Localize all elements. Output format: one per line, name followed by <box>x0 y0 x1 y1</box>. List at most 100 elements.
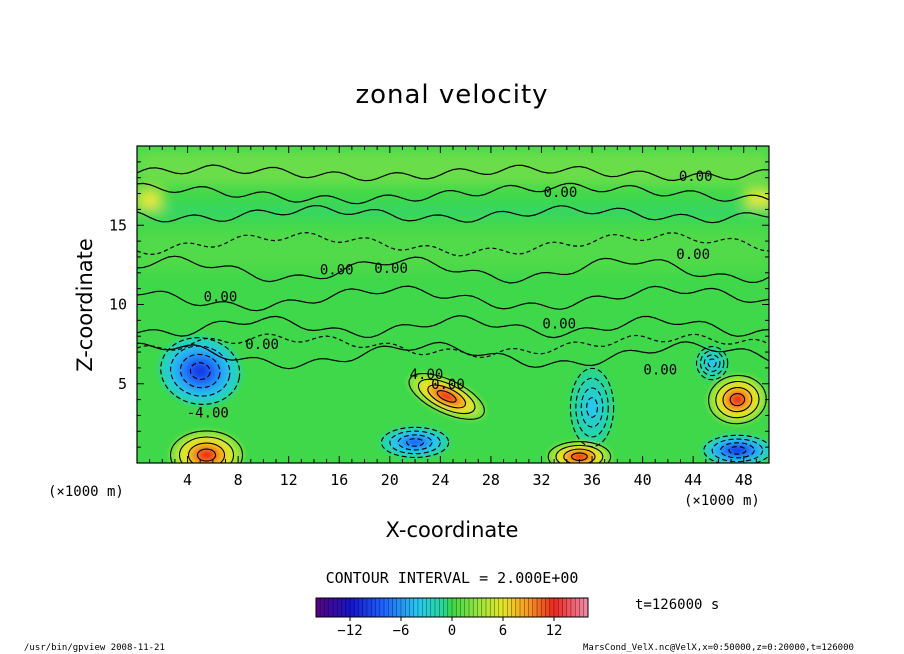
contour-line <box>703 354 721 372</box>
contour-value-label: 0.00 <box>431 377 465 393</box>
colorbar-cell <box>409 598 415 617</box>
colorbar-cell <box>375 598 381 617</box>
contour-line <box>729 393 746 407</box>
zero-contour-line <box>137 164 769 182</box>
colorbar-cell <box>396 598 402 617</box>
colorbar-cell <box>532 598 538 617</box>
contour-line <box>695 346 729 381</box>
time-label: t=126000 s <box>635 597 719 613</box>
x-axis: 4 8 12 16 20 24 28 32 36 40 44 48 <box>149 146 757 489</box>
colorbar-cell <box>566 598 572 617</box>
colorbar-cell <box>413 598 419 617</box>
colorbar-cell <box>579 598 585 617</box>
contour-line <box>708 374 767 425</box>
contour-line <box>189 362 211 380</box>
colorbar-cell <box>316 598 321 617</box>
colorbar-tick-label: −6 <box>393 623 410 639</box>
colorbar-cell <box>354 598 359 617</box>
contour-line <box>728 446 747 455</box>
x-unit-left: (×1000 m) <box>48 484 124 500</box>
colorbar-cell <box>362 598 368 617</box>
colorbar-cell <box>481 598 487 617</box>
contour-line <box>547 441 612 463</box>
x-tick-label: 48 <box>735 471 753 489</box>
colorbar-cell <box>524 598 529 617</box>
colorbar-cell <box>320 598 325 617</box>
contour-line <box>563 448 596 463</box>
colorbar-cell <box>541 598 546 617</box>
colorbar-cell <box>418 598 423 617</box>
colorbar-cell <box>486 598 491 617</box>
x-tick-label: 32 <box>532 471 550 489</box>
colorbar-cell <box>367 598 372 617</box>
x-tick-label: 12 <box>280 471 298 489</box>
contour-line <box>575 377 609 438</box>
x-tick-label: 16 <box>330 471 348 489</box>
contour-line <box>417 378 476 415</box>
colorbar <box>315 597 589 618</box>
x-tick-label: 24 <box>431 471 449 489</box>
colorbar-cell <box>456 598 461 617</box>
y-tick-label: 15 <box>109 216 127 234</box>
negative-velocity-cell <box>588 400 596 415</box>
zero-contour-line <box>137 255 769 284</box>
colorbar-cell <box>447 598 453 617</box>
colorbar-cell <box>583 598 589 617</box>
contour-value-label: 0.00 <box>245 337 279 353</box>
colorbar-cell <box>515 598 521 617</box>
colorbar-cell <box>392 598 398 617</box>
plot-area <box>137 146 769 463</box>
colorbar-cell <box>443 598 449 617</box>
zero-contour-line <box>137 182 769 205</box>
colorbar-tick-label: 6 <box>499 623 507 639</box>
contour-line <box>187 442 226 463</box>
contour-value-label: 0.00 <box>542 317 576 333</box>
contour-line <box>707 358 717 368</box>
colorbar-cell <box>328 598 334 617</box>
colorbar-cell <box>426 598 432 617</box>
contour-line <box>169 430 244 463</box>
x-unit-right: (×1000 m) <box>684 493 760 509</box>
colorbar-cell <box>435 598 440 617</box>
contour-value-label: 0.00 <box>643 362 677 378</box>
zero-contour-line <box>137 333 769 359</box>
x-tick-label: 20 <box>381 471 399 489</box>
contour-line <box>555 444 604 463</box>
colorbar-cell <box>371 598 376 617</box>
teal-band <box>137 205 769 217</box>
negative-velocity-cell <box>193 365 208 377</box>
contour-line <box>408 373 485 420</box>
contour-line <box>389 430 441 455</box>
colorbar-cell <box>528 598 534 617</box>
contour-line <box>580 387 604 428</box>
colorbar-cell <box>341 598 347 617</box>
yellow-left-strip <box>137 190 162 210</box>
negative-velocity-cell <box>409 439 421 446</box>
positive-velocity-cell <box>440 392 454 401</box>
contour-line <box>427 384 467 409</box>
contour-line <box>711 438 764 463</box>
colorbar-cell <box>452 598 457 617</box>
colorbar-cell <box>490 598 495 617</box>
contour-value-label: 4.00 <box>410 367 444 383</box>
colorbar-cell <box>494 598 500 617</box>
contour-interval-label: CONTOUR INTERVAL = 2.000E+00 <box>326 569 579 587</box>
colorbar-cell <box>324 598 330 617</box>
positive-velocity-cell <box>200 450 213 460</box>
chart-title: zonal velocity <box>355 80 548 110</box>
negative-velocity-cell <box>709 360 715 367</box>
colorbar-cell <box>537 598 542 617</box>
colorbar-cell <box>558 598 563 617</box>
colorbar-tick-label: −12 <box>337 623 362 639</box>
x-tick-label: 40 <box>634 471 652 489</box>
colorbar-tick-label: 12 <box>546 623 563 639</box>
footer-right: MarsCond_VelX.nc@VelX,x=0:50000,z=0:2000… <box>583 643 854 653</box>
x-tick-label: 28 <box>482 471 500 489</box>
colorbar-cell <box>401 598 406 617</box>
colorbar-cell <box>388 598 393 617</box>
colorbar-cell <box>503 598 508 617</box>
colorbar-cell <box>571 598 576 617</box>
contour-value-label: 0.00 <box>676 247 710 263</box>
contour-labels: 0.00 0.00 0.00 0.00 0.00 0.00 0.00 0.00 0.00 0.00… <box>187 169 713 421</box>
colorbar-cell <box>460 598 466 617</box>
